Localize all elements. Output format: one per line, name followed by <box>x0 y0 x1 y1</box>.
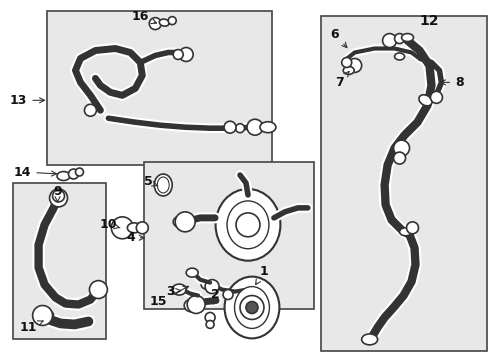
Circle shape <box>187 296 204 314</box>
Text: 3: 3 <box>165 285 181 298</box>
Text: 7: 7 <box>335 71 348 89</box>
Text: 5: 5 <box>143 175 158 189</box>
Circle shape <box>204 312 215 323</box>
Text: 11: 11 <box>20 321 43 334</box>
Circle shape <box>175 212 195 232</box>
Ellipse shape <box>154 174 172 196</box>
Ellipse shape <box>260 122 275 133</box>
Text: 14: 14 <box>14 166 57 179</box>
Ellipse shape <box>36 309 53 322</box>
Text: 6: 6 <box>330 28 346 48</box>
Ellipse shape <box>343 67 353 75</box>
Text: 9: 9 <box>53 185 61 202</box>
Bar <box>46 11 271 165</box>
Circle shape <box>179 48 193 62</box>
Circle shape <box>136 222 148 234</box>
Circle shape <box>33 306 52 325</box>
Ellipse shape <box>394 53 404 60</box>
Circle shape <box>245 302 258 314</box>
Circle shape <box>240 296 264 319</box>
Circle shape <box>205 320 214 328</box>
Ellipse shape <box>418 95 431 106</box>
Ellipse shape <box>226 201 268 249</box>
Ellipse shape <box>159 19 169 26</box>
Ellipse shape <box>172 284 186 295</box>
Text: 4: 4 <box>126 231 144 244</box>
Ellipse shape <box>224 276 279 338</box>
Text: 12: 12 <box>419 14 438 28</box>
Circle shape <box>246 119 263 135</box>
Text: 2: 2 <box>210 288 219 304</box>
Circle shape <box>49 189 67 207</box>
Ellipse shape <box>215 189 280 261</box>
Text: 8: 8 <box>440 76 463 89</box>
Bar <box>13 183 106 339</box>
Circle shape <box>341 58 351 67</box>
Circle shape <box>406 222 418 234</box>
Ellipse shape <box>57 171 70 180</box>
Circle shape <box>382 33 396 48</box>
Ellipse shape <box>184 299 200 312</box>
Circle shape <box>75 168 83 176</box>
Ellipse shape <box>401 33 413 41</box>
Circle shape <box>429 91 442 103</box>
Text: 16: 16 <box>131 10 156 23</box>
Ellipse shape <box>361 334 377 345</box>
Circle shape <box>111 217 133 239</box>
Ellipse shape <box>234 287 269 328</box>
Text: 10: 10 <box>100 218 120 231</box>
Ellipse shape <box>173 216 189 228</box>
Ellipse shape <box>127 223 141 233</box>
Circle shape <box>204 280 219 293</box>
Circle shape <box>393 140 408 156</box>
Circle shape <box>394 33 404 44</box>
Bar <box>320 15 487 351</box>
Ellipse shape <box>201 280 215 289</box>
Bar <box>144 162 313 310</box>
Ellipse shape <box>235 124 244 133</box>
Text: 1: 1 <box>255 265 268 284</box>
Text: 15: 15 <box>149 287 188 308</box>
Circle shape <box>52 190 64 202</box>
Circle shape <box>149 18 161 30</box>
Ellipse shape <box>186 268 198 277</box>
Circle shape <box>236 213 260 237</box>
Circle shape <box>84 104 96 116</box>
Circle shape <box>89 280 107 298</box>
Text: 13: 13 <box>10 94 44 107</box>
Circle shape <box>168 17 176 24</box>
Circle shape <box>224 121 236 133</box>
Ellipse shape <box>157 177 169 193</box>
Circle shape <box>223 289 233 300</box>
Circle shape <box>68 169 78 179</box>
Circle shape <box>173 50 183 59</box>
Ellipse shape <box>399 228 411 236</box>
Circle shape <box>347 58 361 72</box>
Circle shape <box>393 152 405 164</box>
